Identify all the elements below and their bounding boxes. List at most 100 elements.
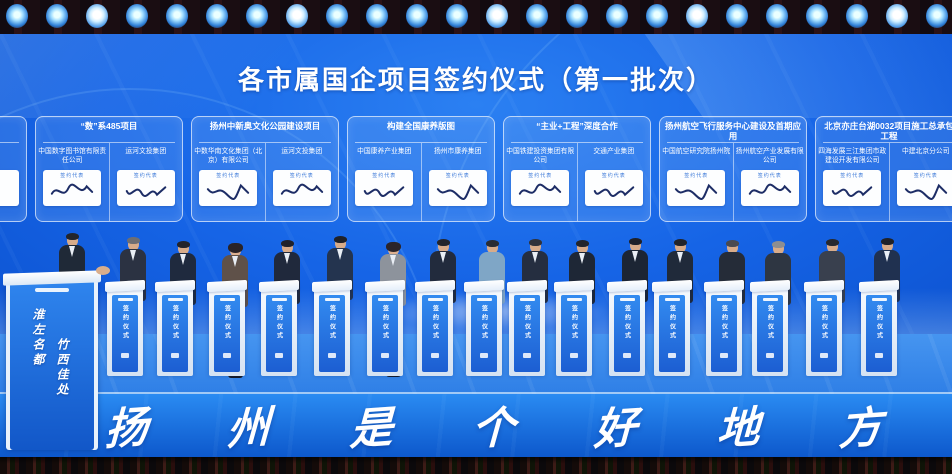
podium-logo — [519, 298, 535, 301]
podium-screen — [875, 352, 883, 358]
signee-label: 签约代表 — [372, 173, 397, 179]
spotlight — [806, 4, 828, 28]
signing-podium: 签约仪式 — [859, 279, 899, 376]
podium-front: 签约仪式 — [422, 295, 448, 372]
podium-label: 签约仪式 — [820, 304, 827, 341]
person-head — [485, 239, 499, 254]
signature-card — [0, 170, 19, 206]
podium-screen — [668, 352, 676, 358]
spotlight — [246, 4, 268, 28]
signing-party: 扬州市康养集团 签约代表 — [420, 143, 495, 221]
company-name: 运河文投集团 — [125, 148, 167, 155]
stage-apron: 扬州是个好地方 — [0, 394, 952, 457]
spotlight — [606, 4, 628, 28]
signature-scribble-icon — [519, 183, 562, 195]
signing-podium: 签约仪式 — [207, 279, 247, 376]
podium-logo — [117, 298, 133, 301]
signing-party: 扬州航空产业发展有限公司 签约代表 — [732, 143, 807, 221]
project-panel: “数”系485项目 中国数字图书馆有限责任公司 签约代表 运河文投集团 签约代表 — [35, 116, 183, 222]
audience-flower-strip — [0, 457, 952, 474]
company-name: 中国康养产业集团 — [357, 148, 412, 155]
podium-screen — [720, 352, 728, 358]
person-shirt — [677, 252, 683, 263]
company-name: 中国航空研究院扬州院 — [662, 148, 731, 155]
panel-title: 北京亦庄台湖0032项目施工总承包工程 — [824, 121, 952, 141]
stage-lights-truss — [0, 0, 952, 34]
signee-label: 签约代表 — [60, 173, 85, 179]
person-hair — [280, 239, 294, 247]
signature-scribble-icon — [593, 186, 635, 197]
podium-logo — [871, 298, 887, 301]
signing-podium: 签约仪式 — [259, 279, 299, 376]
podium-logo — [427, 298, 443, 301]
spotlight — [486, 4, 508, 28]
person-head — [771, 240, 785, 255]
signing-podium: 签约仪式 — [554, 279, 594, 376]
podium-top — [415, 279, 455, 293]
panel-divider — [823, 142, 952, 143]
spotlight — [886, 4, 908, 28]
podium-logo — [377, 298, 393, 301]
signing-podium: 签约仪式 — [652, 279, 692, 376]
spotlight — [686, 4, 708, 28]
signee-label: 签约代表 — [757, 173, 782, 179]
signature-card: 签约代表 — [43, 170, 102, 206]
signee-label: 签约代表 — [684, 173, 709, 179]
signing-party: 运河文投集团 签约代表 — [108, 143, 183, 221]
podium-top — [859, 279, 899, 293]
podium-label: 签约仪式 — [480, 304, 487, 341]
project-panel: 构建全国康养版图 中国康养产业集团 签约代表 扬州市康养集团 签约代表 — [347, 116, 495, 222]
project-panels-row: “数”系485项目 中国数字图书馆有限责任公司 签约代表 运河文投集团 签约代表… — [35, 116, 952, 222]
spotlight — [166, 4, 188, 28]
project-panel: “主业+工程”深度合作 中国铁建投资集团有限公司 签约代表 交通产业集团 签约代… — [503, 116, 651, 222]
signing-podium: 签约仪式 — [365, 279, 405, 376]
person-hair — [65, 232, 79, 240]
signing-party: 四海发展三江集团市政建设开发有限公司 签约代表 — [816, 143, 889, 221]
podium-front: 签约仪式 — [614, 295, 640, 372]
person-head — [880, 237, 894, 252]
person-head — [280, 239, 294, 254]
person-head — [126, 236, 140, 251]
company-name: 中建北京分公司 — [901, 148, 950, 155]
company-name: 中数华南文化集团（北京）有限公司 — [194, 148, 263, 165]
podium-logo — [762, 298, 778, 301]
podium-label: 签约仪式 — [570, 304, 577, 341]
podium-front: 签约仪式 — [214, 295, 240, 372]
podium-logo — [816, 298, 832, 301]
podium-label: 签约仪式 — [121, 304, 128, 341]
person-head — [333, 235, 347, 250]
person-hair — [725, 239, 739, 247]
podium-logo — [167, 298, 183, 301]
podium-top — [105, 279, 145, 293]
podium-top — [312, 279, 352, 293]
lectern-calligraphy: 淮左名都 — [31, 308, 45, 368]
speaker-lectern: 淮左名都 竹西佳处 — [3, 270, 101, 450]
signature-scribble-icon — [125, 186, 167, 197]
spotlight — [446, 4, 468, 28]
podium-top — [554, 279, 594, 293]
signing-podium: 签约仪式 — [312, 279, 352, 376]
person-hair — [385, 241, 401, 252]
signature-card: 签约代表 — [199, 170, 258, 206]
podium-screen — [431, 352, 439, 358]
person-shirt — [884, 251, 890, 262]
person-hair — [825, 238, 839, 246]
signing-party: 中国数字图书馆有限责任公司 签约代表 — [36, 143, 109, 221]
spotlight — [846, 4, 868, 28]
spotlight — [766, 4, 788, 28]
signee-label: 签约代表 — [445, 173, 470, 179]
signing-party: 中国航空研究院扬州院 签约代表 — [660, 143, 733, 221]
podium-top — [804, 279, 844, 293]
project-panel: 北京亦庄台湖0032项目施工总承包工程 四海发展三江集团市政建设开发有限公司 签… — [815, 116, 952, 222]
signature-card: 签约代表 — [428, 170, 487, 206]
signing-podium: 签约仪式 — [507, 279, 547, 376]
person-hair — [673, 238, 687, 246]
podium-label: 签约仪式 — [720, 304, 727, 341]
spotlight — [526, 4, 548, 28]
podium-front: 签约仪式 — [659, 295, 685, 372]
person-shirt — [632, 251, 638, 262]
panel-divider — [511, 142, 643, 143]
podium-label: 签约仪式 — [623, 304, 630, 341]
person-hair — [333, 235, 347, 243]
person-head — [673, 238, 687, 253]
